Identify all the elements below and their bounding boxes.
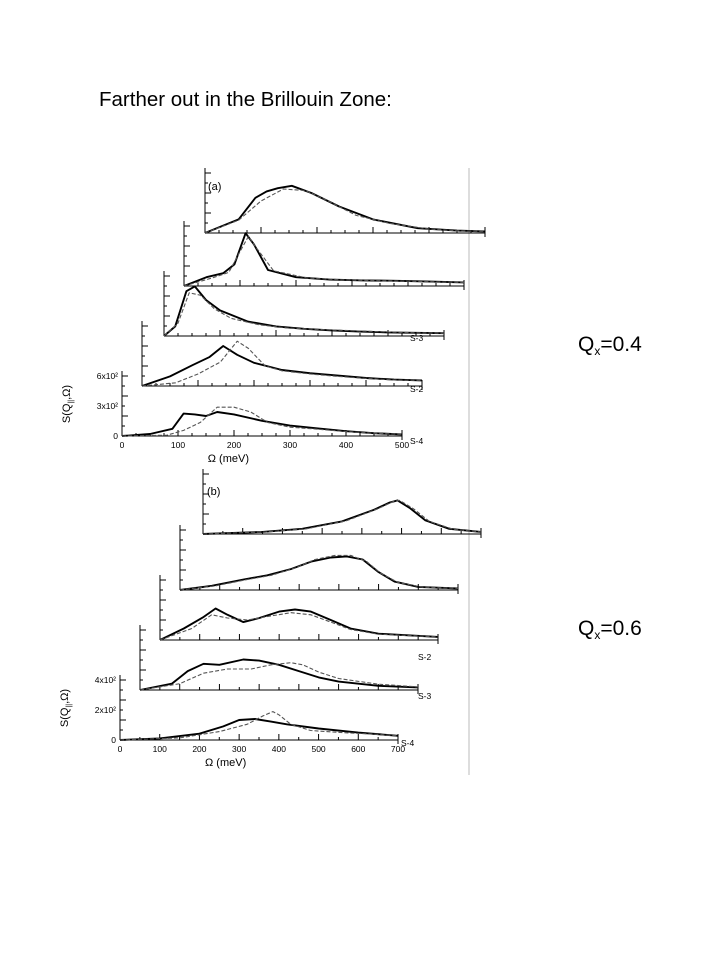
dashed-series-1 [139, 662, 419, 691]
solid-series-4 [204, 184, 486, 234]
offset-axes-2 [159, 575, 439, 644]
dashed-series-2 [163, 292, 445, 337]
curve-label: S-2 [418, 652, 432, 662]
y-tick-label: 0 [113, 431, 118, 441]
y-title-part: S(Q [61, 403, 73, 423]
y-title-part: S(Q [59, 707, 71, 727]
slide-title: Farther out in the Brillouin Zone: [99, 88, 392, 111]
x-tick-label: 0 [118, 744, 123, 754]
dashed-series-0 [119, 711, 399, 741]
dashed-series-4 [204, 188, 486, 234]
qx-label-0-4: Qx=0.4 [578, 333, 642, 358]
dashed-series-1 [141, 340, 423, 387]
y-tick-label: 3x10² [97, 401, 118, 411]
panel-b: (b) 0 100 200 300 400 500 600 700 0 2x10² 4x10² Ω (m… [59, 469, 482, 769]
curve-label: S-4 [410, 436, 424, 446]
x-tick-label: 300 [283, 440, 297, 450]
x-tick-label: 100 [171, 440, 185, 450]
x-tick-label: 200 [227, 440, 241, 450]
y-title-subscript: || [66, 704, 73, 708]
x-tick-label: 100 [153, 744, 167, 754]
q-subscript: x [594, 344, 601, 358]
offset-axes-4 [202, 469, 482, 538]
y-title-subscript: || [68, 400, 75, 404]
dashed-series-3 [179, 554, 459, 591]
solid-series-1 [139, 658, 419, 691]
x-tick-label: 400 [339, 440, 353, 450]
offset-axes-3 [183, 221, 465, 290]
solid-series-2 [159, 607, 439, 641]
y-tick-label: 0 [111, 735, 116, 745]
qx-label-0-6: Qx=0.6 [578, 617, 642, 642]
x-tick-label: 500 [311, 744, 325, 754]
offset-axes-0 [121, 371, 403, 440]
panel-a: (a) 0 100 200 300 400 500 0 3x10² 6x10² Ω (meV) S(Q… [61, 168, 486, 465]
dashed-series-4 [202, 499, 482, 535]
solid-series-4 [202, 499, 482, 535]
offset-axes-3 [179, 525, 459, 594]
q-value: =0.6 [600, 617, 642, 640]
y-axis-title: S(Q||,Ω) [61, 385, 75, 423]
y-tick-label: 6x10² [97, 371, 118, 381]
dashed-series-2 [159, 612, 439, 641]
curve-label: S-3 [418, 691, 432, 701]
x-axis-title: Ω (meV) [208, 453, 249, 465]
solid-series-3 [179, 555, 459, 591]
q-symbol: Q [578, 333, 595, 356]
panel-letter-label: (a) [208, 181, 221, 193]
y-tick-label: 4x10² [95, 675, 116, 685]
x-tick-label: 600 [351, 744, 365, 754]
offset-axes-4 [204, 168, 486, 237]
x-tick-label: 300 [232, 744, 246, 754]
q-subscript: x [594, 628, 601, 642]
curve-label: S-2 [410, 384, 424, 394]
x-axis-title: Ω (meV) [205, 757, 246, 769]
q-value: =0.4 [600, 333, 642, 356]
panel-letter-label: (b) [207, 486, 220, 498]
x-tick-label: 400 [272, 744, 286, 754]
x-tick-label: 500 [395, 440, 409, 450]
offset-axes-1 [141, 321, 423, 390]
y-axis-title: S(Q||,Ω) [59, 689, 73, 727]
x-tick-label: 0 [120, 440, 125, 450]
y-title-part: ,Ω) [61, 385, 73, 400]
offset-axes-0 [119, 675, 399, 744]
offset-axes-1 [139, 625, 419, 694]
q-symbol: Q [578, 617, 595, 640]
y-tick-label: 2x10² [95, 705, 116, 715]
solid-series-3 [183, 232, 465, 287]
solid-series-0 [121, 411, 403, 437]
x-tick-label: 200 [192, 744, 206, 754]
dashed-series-3 [183, 235, 465, 287]
curve-label: S-4 [401, 738, 415, 748]
y-title-part: ,Ω) [59, 689, 71, 704]
x-tick-label: 700 [391, 744, 405, 754]
solid-series-0 [119, 718, 399, 741]
dashed-series-0 [121, 406, 403, 437]
curve-label: S-3 [410, 333, 424, 343]
